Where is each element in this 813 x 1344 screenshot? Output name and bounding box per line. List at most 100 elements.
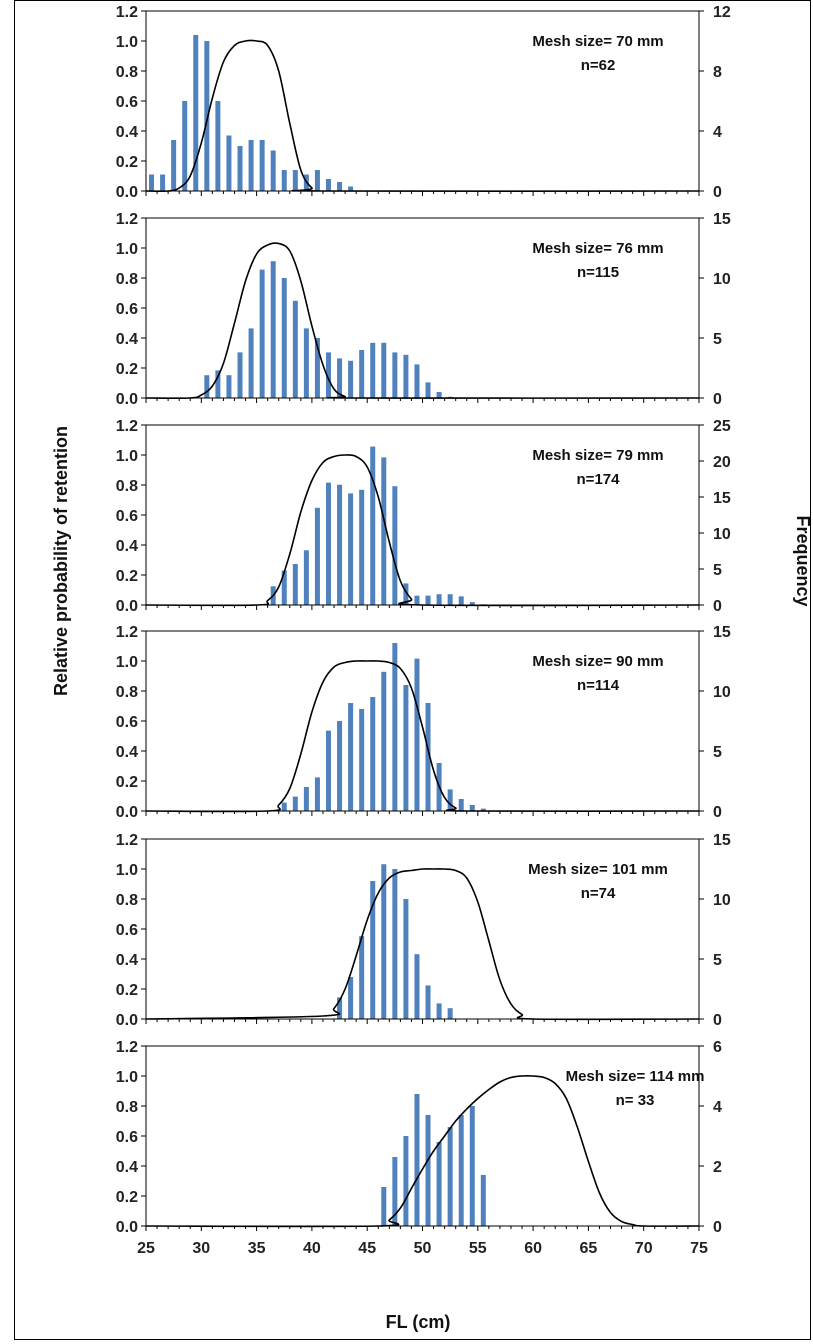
frequency-bar [403,685,409,811]
left-tick-label: 0.2 [116,774,138,791]
left-tick-label: 0.4 [116,744,138,761]
frequency-bar [237,146,243,191]
retention-curve [145,39,700,193]
chart-panel-5: 0.0 0.2 0.4 0.6 0.8 1.0 1.2 0 5 10 15 Mesh size= 10… [116,832,731,1029]
right-tick-label: 5 [713,744,722,761]
frequency-bar [425,1115,431,1226]
left-tick-label: 1.2 [116,4,138,21]
frequency-bar [215,101,221,191]
frequency-bar [392,352,398,398]
right-tick-label: 20 [713,454,731,471]
left-tick-label: 0.2 [116,982,138,999]
left-tick-label: 1.0 [116,654,138,671]
frequency-bar [425,703,431,811]
frequency-bar [370,881,376,1019]
left-tick-label: 0.0 [116,1012,138,1029]
left-tick-label: 0.6 [116,1129,138,1146]
left-tick-label: 0.4 [116,952,138,969]
x-tick-label: 30 [192,1240,210,1257]
frequency-bar [171,140,177,191]
right-tick-label: 6 [713,1039,722,1056]
frequency-bar [414,658,420,811]
left-tick-label: 0.6 [116,508,138,525]
frequency-bar [281,170,287,191]
right-tick-label: 0 [713,598,722,615]
left-tick-label: 0.4 [116,331,138,348]
right-tick-label: 0 [713,804,722,821]
sample-size-label: n= 33 [616,1092,655,1109]
left-tick-label: 0.8 [116,1099,138,1116]
left-tick-label: 1.2 [116,1039,138,1056]
x-axis-title: FL (cm) [386,1312,451,1332]
mesh-size-label: Mesh size= 101 mm [528,861,668,878]
y-right-axis-title: Frequency [793,515,810,606]
frequency-bar [392,643,398,811]
frequency-bar [292,300,298,398]
frequency-bar [359,709,365,811]
frequency-bar [325,179,331,191]
x-tick-label: 35 [248,1240,266,1257]
frequency-bar [325,730,331,811]
frequency-bar [337,721,343,811]
frequency-bar [270,150,276,191]
frequency-bar [447,1008,453,1019]
right-tick-label: 5 [713,331,722,348]
mesh-size-label: Mesh size= 79 mm [532,447,663,464]
frequency-bar [458,1115,464,1226]
frequency-bar [403,583,409,605]
left-tick-label: 0.2 [116,154,138,171]
right-tick-label: 25 [713,418,731,435]
right-tick-label: 0 [713,184,722,201]
frequency-bar [425,985,431,1019]
frequency-bar [403,899,409,1019]
mesh-size-label: Mesh size= 90 mm [532,653,663,670]
left-tick-label: 1.2 [116,832,138,849]
chart-panel-1: 0.0 0.2 0.4 0.6 0.8 1.0 1.2 0 4 8 12 Mesh size= 70 … [116,4,731,201]
left-tick-label: 0.6 [116,94,138,111]
frequency-bar [436,392,442,398]
frequency-bar [381,1187,387,1226]
mesh-size-label: Mesh size= 70 mm [532,33,663,50]
sample-size-label: n=174 [577,471,621,488]
left-tick-label: 1.0 [116,34,138,51]
right-tick-label: 2 [713,1159,722,1176]
x-tick-label: 55 [469,1240,487,1257]
right-tick-label: 10 [713,526,731,543]
frequency-bar [348,186,354,191]
frequency-bar [237,352,243,398]
frequency-bar [303,328,309,398]
frequency-bar [447,594,453,605]
chart-panel-2: 0.0 0.2 0.4 0.6 0.8 1.0 1.2 0 5 10 15 Mesh size= 76… [116,211,731,408]
right-tick-label: 8 [713,64,722,81]
right-tick-label: 0 [713,391,722,408]
x-tick-label: 25 [137,1240,155,1257]
right-tick-label: 15 [713,832,731,849]
left-tick-label: 0.0 [116,391,138,408]
retention-curve [145,868,700,1021]
left-tick-label: 0.0 [116,184,138,201]
frequency-bar [370,342,376,398]
chart-panel-6: 0.0 0.2 0.4 0.6 0.8 1.0 1.2 0 2 4 6 Mesh size= 114 … [116,1039,722,1236]
right-tick-label: 0 [713,1012,722,1029]
left-tick-label: 1.0 [116,448,138,465]
frequency-bar [314,777,320,811]
frequency-bar [381,671,387,811]
left-tick-label: 0.0 [116,1219,138,1236]
frequency-bar [337,182,343,191]
left-tick-label: 0.8 [116,892,138,909]
frequency-bar [447,789,453,811]
frequency-bar [392,1157,398,1226]
frequency-bar [425,595,431,605]
right-tick-label: 10 [713,684,731,701]
x-tick-label: 70 [635,1240,653,1257]
left-tick-label: 0.8 [116,478,138,495]
left-tick-label: 1.2 [116,211,138,228]
frequency-bar [337,484,343,605]
frequency-bar [458,596,464,605]
frequency-bar [303,550,309,605]
frequency-bar [281,570,287,605]
frequency-bar [325,482,331,605]
frequency-bar [348,360,354,398]
selectivity-chart: Relative probability of retention Freque… [51,4,813,1332]
frequency-bar [403,354,409,398]
